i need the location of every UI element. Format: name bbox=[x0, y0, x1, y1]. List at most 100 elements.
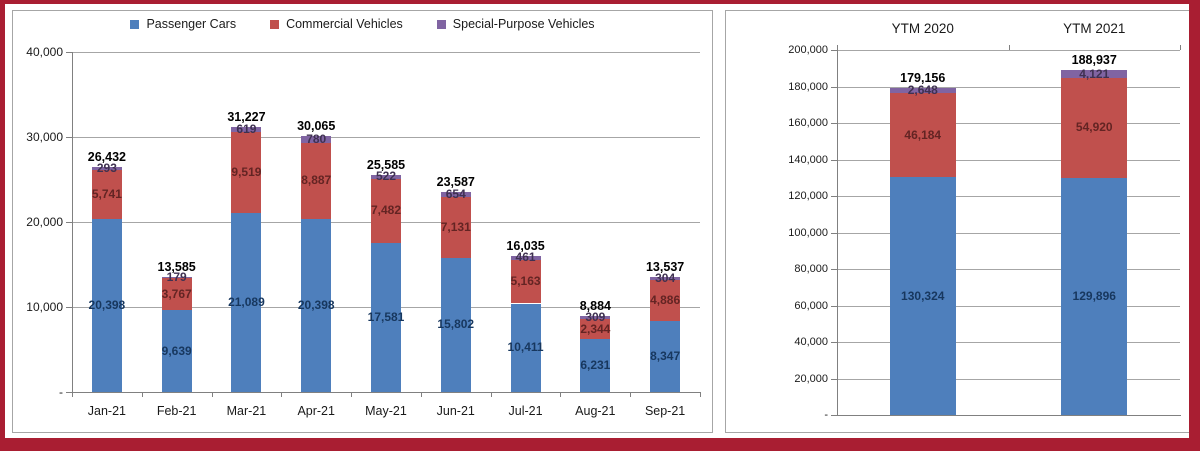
y-axis-label-: - bbox=[824, 409, 828, 421]
bar-segment-commercial-vehicles-mar-21 bbox=[231, 131, 262, 213]
value-label-passenger-cars-jun-21: 15,802 bbox=[437, 317, 475, 332]
legend-item-passenger-cars: Passenger Cars bbox=[130, 17, 236, 31]
top-axis-tick bbox=[1008, 45, 1010, 50]
gridline-40-000 bbox=[72, 52, 700, 53]
y-axis-tick bbox=[831, 86, 837, 88]
category-label-jan-21: Jan-21 bbox=[87, 404, 126, 418]
x-axis-tick bbox=[281, 393, 283, 397]
y-axis-label-10-000: 10,000 bbox=[26, 300, 63, 314]
ytm-comparison-chart-panel: 200,000 180,000 160,000 140,000 120,000 100,0… bbox=[725, 10, 1189, 433]
top-axis-tick bbox=[1180, 45, 1181, 50]
gridline-60-000 bbox=[837, 305, 1180, 307]
value-label-passenger-cars-sep-21: 8,347 bbox=[650, 349, 681, 364]
x-axis-tick bbox=[700, 393, 701, 397]
legend-label-commercial-vehicles: Commercial Vehicles bbox=[286, 17, 403, 31]
total-label-feb-21: 13,585 bbox=[157, 259, 196, 274]
y-axis-tick bbox=[831, 50, 837, 51]
gridline-20-000 bbox=[837, 378, 1180, 380]
value-label-special-purpose-vehicles-ytm-2021: 4,121 bbox=[1079, 66, 1110, 81]
bar-segment-special-purpose-vehicles-feb-21 bbox=[161, 276, 192, 279]
total-label-may-21: 25,585 bbox=[366, 157, 406, 172]
value-label-special-purpose-vehicles-ytm-2020: 2,648 bbox=[907, 83, 938, 98]
gridline-30-000 bbox=[72, 137, 700, 138]
legend-swatch-commercial-vehicles-icon bbox=[270, 19, 280, 29]
bar-segment-commercial-vehicles-aug-21 bbox=[580, 319, 611, 340]
category-label-sep-21: Sep-21 bbox=[644, 404, 686, 418]
value-label-commercial-vehicles-feb-21: 3,767 bbox=[161, 286, 192, 301]
value-label-commercial-vehicles-mar-21: 9,519 bbox=[231, 164, 262, 179]
y-axis-tick bbox=[831, 159, 837, 161]
y-axis-tick bbox=[831, 305, 837, 307]
gridline-160-000 bbox=[837, 123, 1180, 124]
total-label-apr-21: 30,065 bbox=[297, 119, 336, 134]
category-label-ytm-2021: YTM 2021 bbox=[1063, 21, 1126, 36]
category-label-jun-21: Jun-21 bbox=[436, 404, 475, 418]
bar-segment-commercial-vehicles-jan-21 bbox=[91, 169, 122, 219]
y-axis-tick bbox=[831, 123, 837, 124]
legend-item-commercial-vehicles: Commercial Vehicles bbox=[270, 17, 403, 31]
x-axis-tick bbox=[420, 393, 422, 397]
gridline-80-000 bbox=[837, 269, 1180, 270]
y-axis-label-100-000: 100,000 bbox=[788, 226, 828, 239]
bar-segment-special-purpose-vehicles-apr-21 bbox=[301, 136, 332, 144]
x-axis-tick bbox=[211, 393, 213, 397]
y-axis-tick bbox=[831, 415, 837, 416]
bar-segment-special-purpose-vehicles-aug-21 bbox=[580, 316, 611, 320]
value-label-commercial-vehicles-aug-21: 2,344 bbox=[580, 321, 611, 336]
value-label-special-purpose-vehicles-apr-21: 780 bbox=[306, 132, 327, 147]
bar-segment-passenger-cars-ytm-2020 bbox=[889, 177, 956, 415]
total-label-ytm-2020: 179,156 bbox=[900, 71, 946, 86]
y-axis-tick bbox=[831, 232, 837, 234]
bar-segment-commercial-vehicles-jun-21 bbox=[440, 197, 471, 258]
value-label-special-purpose-vehicles-aug-21: 309 bbox=[585, 310, 606, 325]
bar-segment-commercial-vehicles-apr-21 bbox=[301, 143, 332, 219]
bar-segment-passenger-cars-aug-21 bbox=[580, 339, 611, 392]
gridline-200-000 bbox=[837, 50, 1180, 51]
bar-segment-special-purpose-vehicles-jan-21 bbox=[91, 167, 122, 170]
bar-segment-passenger-cars-jul-21 bbox=[510, 303, 541, 392]
y-axis-label-140-000: 140,000 bbox=[788, 153, 828, 166]
x-axis-tick bbox=[72, 393, 73, 397]
gridline-100-000 bbox=[837, 232, 1180, 234]
category-label-jul-21: Jul-21 bbox=[508, 404, 543, 418]
gridline-40-000 bbox=[837, 342, 1180, 343]
value-label-special-purpose-vehicles-jul-21: 461 bbox=[515, 250, 536, 265]
x-axis-tick bbox=[351, 393, 353, 397]
value-label-passenger-cars-apr-21: 20,398 bbox=[297, 297, 335, 312]
category-label-may-21: May-21 bbox=[365, 404, 407, 418]
total-label-jan-21: 26,432 bbox=[87, 150, 126, 165]
value-label-special-purpose-vehicles-jan-21: 293 bbox=[96, 161, 117, 176]
bar-segment-passenger-cars-jan-21 bbox=[91, 218, 122, 392]
x-axis-tick bbox=[141, 393, 143, 397]
y-axis-tick bbox=[66, 137, 72, 138]
y-axis-tick bbox=[66, 52, 72, 53]
x-axis-line bbox=[72, 392, 701, 393]
category-label-apr-21: Apr-21 bbox=[297, 404, 335, 418]
bar-segment-passenger-cars-may-21 bbox=[371, 242, 401, 392]
value-label-passenger-cars-mar-21: 21,089 bbox=[228, 294, 265, 309]
total-label-ytm-2021: 188,937 bbox=[1071, 53, 1117, 68]
value-label-commercial-vehicles-jan-21: 5,741 bbox=[91, 186, 122, 201]
bar-segment-passenger-cars-feb-21 bbox=[161, 310, 192, 392]
y-axis-line bbox=[72, 52, 73, 392]
y-axis-label-80-000: 80,000 bbox=[794, 263, 828, 275]
total-label-aug-21: 8,884 bbox=[579, 299, 611, 314]
bar-segment-special-purpose-vehicles-jul-21 bbox=[510, 255, 541, 260]
value-label-passenger-cars-may-21: 17,581 bbox=[367, 309, 405, 324]
bar-segment-passenger-cars-mar-21 bbox=[231, 212, 262, 392]
y-axis-label-20-000: 20,000 bbox=[794, 372, 828, 385]
y-axis-label-160-000: 160,000 bbox=[788, 117, 828, 129]
y-axis-line bbox=[837, 50, 838, 415]
y-axis-tick bbox=[831, 378, 837, 380]
bar-segment-commercial-vehicles-feb-21 bbox=[161, 278, 192, 311]
y-axis-tick bbox=[831, 196, 837, 197]
bar-segment-commercial-vehicles-sep-21 bbox=[650, 279, 681, 322]
x-axis-line bbox=[837, 415, 1181, 416]
value-label-commercial-vehicles-apr-21: 8,887 bbox=[301, 173, 332, 188]
value-label-passenger-cars-ytm-2021: 129,896 bbox=[1072, 289, 1116, 304]
gridline-180-000 bbox=[837, 86, 1180, 88]
y-axis-label-30-000: 30,000 bbox=[26, 130, 63, 144]
value-label-commercial-vehicles-sep-21: 4,886 bbox=[650, 292, 681, 307]
legend-swatch-special-purpose-vehicles-icon bbox=[436, 19, 446, 29]
